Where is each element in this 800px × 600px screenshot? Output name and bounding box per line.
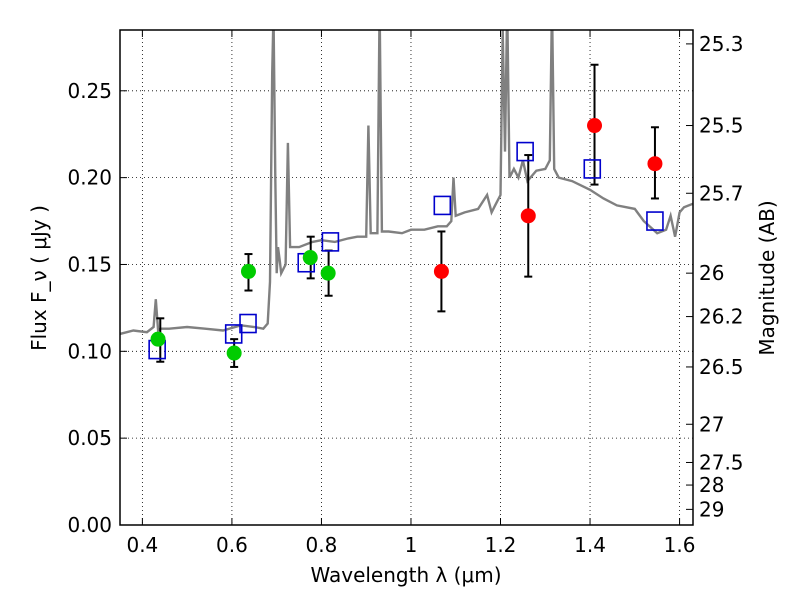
y-tick-label: 0.15 bbox=[67, 252, 112, 276]
green-circle-point bbox=[226, 345, 242, 361]
y-tick-label: 0.20 bbox=[67, 166, 112, 190]
blue-square-point bbox=[583, 159, 602, 179]
right-tick-label: 25.5 bbox=[699, 114, 744, 138]
blue-square-point bbox=[321, 232, 340, 252]
red-circle-point bbox=[647, 156, 663, 172]
data-circles bbox=[150, 118, 663, 361]
right-tick-label: 26.2 bbox=[699, 305, 744, 329]
x-tick-label: 1.6 bbox=[664, 533, 696, 557]
right-tick-label: 25.7 bbox=[699, 181, 744, 205]
y-axis-label: Flux F_ν ( μJy ) bbox=[27, 205, 51, 351]
y-tick-label: 0.00 bbox=[67, 513, 112, 537]
right-tick-label: 26 bbox=[699, 261, 724, 285]
right-tick-label: 25.3 bbox=[699, 32, 744, 56]
y-tick-label: 0.25 bbox=[67, 79, 112, 103]
green-circle-point bbox=[320, 265, 336, 281]
green-circle-point bbox=[150, 331, 166, 347]
right-tick-label: 26.5 bbox=[699, 355, 744, 379]
x-tick-label: 0.4 bbox=[126, 533, 158, 557]
y-tick-label: 0.05 bbox=[67, 426, 112, 450]
right-tick-label: 27 bbox=[699, 412, 724, 436]
x-tick-label: 0.8 bbox=[306, 533, 338, 557]
right-tick-label: 28 bbox=[699, 473, 724, 497]
model-spectrum bbox=[120, 30, 693, 336]
x-axis-label: Wavelength λ (μm) bbox=[310, 563, 501, 587]
right-tick-label: 27.5 bbox=[699, 450, 744, 474]
y-tick-label: 0.10 bbox=[67, 339, 112, 363]
green-circle-point bbox=[240, 263, 256, 279]
blue-square-point bbox=[433, 195, 452, 216]
green-circle-point bbox=[302, 250, 318, 266]
x-tick-label: 1 bbox=[405, 533, 418, 557]
blue-square-point bbox=[646, 211, 664, 231]
red-circle-point bbox=[587, 118, 603, 134]
x-tick-label: 0.6 bbox=[216, 533, 248, 557]
right-axis-label: Magnitude (AB) bbox=[755, 200, 779, 355]
blue-square-point bbox=[224, 324, 243, 344]
blue-squares bbox=[148, 141, 664, 360]
spectrum-line bbox=[120, 30, 693, 336]
right-tick-label: 29 bbox=[699, 497, 724, 521]
plot-background bbox=[120, 30, 693, 525]
tick-labels: 0.4 0.6 0.8 1 1.2 1.4 1.6 0.00 0.05 0.10 0.15 0.20 0… bbox=[67, 32, 743, 557]
red-circle-point bbox=[433, 263, 449, 279]
grid bbox=[120, 30, 693, 526]
blue-square-point bbox=[516, 141, 534, 162]
x-tick-label: 1.4 bbox=[574, 533, 606, 557]
plot-frame bbox=[119, 29, 694, 526]
blue-square-point bbox=[239, 313, 257, 334]
x-tick-label: 1.2 bbox=[485, 533, 517, 557]
axis-ticks bbox=[120, 30, 693, 526]
red-circle-point bbox=[520, 208, 536, 224]
